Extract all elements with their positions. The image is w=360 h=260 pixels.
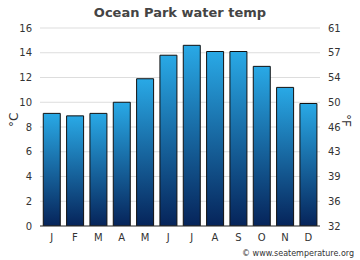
svg-text:S: S — [235, 232, 241, 243]
svg-text:2: 2 — [26, 196, 32, 207]
svg-text:10: 10 — [19, 97, 32, 108]
html-text:© www.seatemperature.org: © www.seatemperature.org — [242, 249, 354, 258]
svg-text:57: 57 — [328, 47, 341, 58]
svg-text:46: 46 — [328, 121, 341, 133]
svg-text:36: 36 — [328, 196, 341, 207]
svg-text:J: J — [166, 232, 170, 243]
svg-text:O: O — [258, 232, 266, 243]
svg-text:F: F — [72, 232, 78, 243]
svg-text:39: 39 — [328, 171, 341, 182]
svg-text:61: 61 — [328, 23, 341, 34]
svg-text:43: 43 — [328, 146, 341, 157]
svg-text:16: 16 — [19, 23, 32, 34]
svg-text:J: J — [49, 232, 53, 243]
svg-text:N: N — [281, 232, 288, 243]
svg-text:50: 50 — [328, 97, 341, 108]
svg-text:D: D — [304, 232, 312, 243]
svg-text:M: M — [94, 232, 103, 243]
svg-text:14: 14 — [19, 47, 32, 58]
svg-text:M: M — [141, 232, 150, 243]
svg-text:J: J — [189, 232, 193, 243]
svg-text:6: 6 — [26, 146, 32, 157]
svg-text:°C: °C — [8, 113, 21, 127]
svg-text:0: 0 — [26, 221, 32, 232]
svg-text:54: 54 — [328, 72, 341, 83]
svg-text:°F: °F — [339, 114, 352, 127]
html-text:Ocean Park water temp: Ocean Park water temp — [93, 5, 267, 20]
svg-text:A: A — [118, 232, 125, 243]
svg-text:A: A — [212, 232, 219, 243]
svg-text:4: 4 — [26, 171, 32, 182]
svg-text:12: 12 — [19, 72, 32, 83]
svg-text:32: 32 — [328, 221, 341, 232]
svg-text:8: 8 — [26, 122, 32, 133]
